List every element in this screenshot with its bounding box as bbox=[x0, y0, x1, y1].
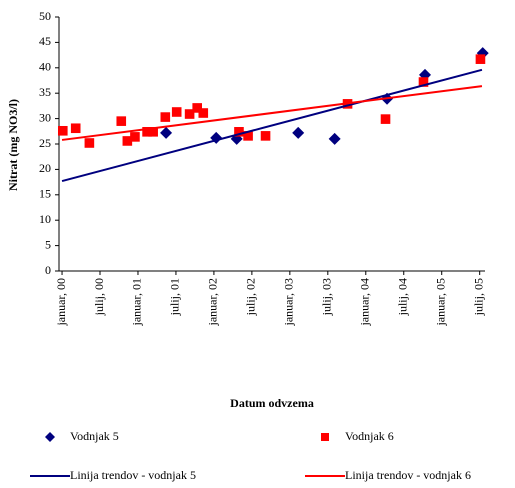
x-tick-label: januar, 00 bbox=[54, 278, 68, 327]
x-tick-label: januar, 04 bbox=[358, 278, 372, 327]
square-marker bbox=[171, 107, 182, 117]
x-tick-label: julij, 04 bbox=[395, 278, 409, 316]
trend-line bbox=[61, 85, 483, 141]
square-marker bbox=[130, 132, 140, 142]
square-marker bbox=[184, 109, 195, 119]
y-tick-label: 15 bbox=[39, 187, 51, 201]
x-tick-label: julij, 01 bbox=[168, 278, 182, 316]
square-marker bbox=[475, 54, 486, 64]
diamond-marker bbox=[292, 126, 305, 139]
y-tick-label: 20 bbox=[39, 161, 51, 175]
x-tick-label: januar, 05 bbox=[433, 278, 447, 327]
square-marker bbox=[116, 116, 127, 126]
legend-label: Vodnjak 5 bbox=[70, 429, 119, 443]
y-tick-label: 30 bbox=[39, 110, 51, 124]
square-marker bbox=[243, 131, 253, 141]
diamond-marker bbox=[160, 126, 173, 139]
square-marker bbox=[57, 125, 68, 136]
y-axis-title: Nitrat (mg NO3/l) bbox=[6, 99, 20, 191]
legend-label: Vodnjak 6 bbox=[345, 429, 394, 443]
legend-label: Linija trendov - vodnjak 6 bbox=[345, 468, 471, 482]
y-tick-label: 10 bbox=[39, 212, 51, 226]
diamond-marker bbox=[328, 132, 341, 145]
square-marker bbox=[84, 138, 95, 148]
x-axis-title: Datum odvzema bbox=[230, 396, 314, 410]
square-marker bbox=[234, 127, 244, 137]
diamond-marker bbox=[45, 432, 55, 442]
square-marker bbox=[70, 123, 81, 134]
y-tick-label: 35 bbox=[39, 85, 51, 99]
x-tick-label: januar, 03 bbox=[282, 278, 296, 327]
square-marker bbox=[260, 131, 271, 141]
y-tick-label: 40 bbox=[39, 60, 51, 74]
x-tick-label: julij, 00 bbox=[92, 278, 106, 316]
square-marker bbox=[122, 136, 133, 146]
square-marker bbox=[380, 114, 391, 124]
x-tick-label: julij, 03 bbox=[320, 278, 334, 316]
x-tick-label: julij, 05 bbox=[471, 278, 485, 316]
square-marker bbox=[321, 433, 329, 441]
y-tick-label: 5 bbox=[45, 237, 51, 251]
x-tick-label: januar, 02 bbox=[206, 278, 220, 327]
square-marker bbox=[148, 127, 158, 137]
y-tick-label: 25 bbox=[39, 136, 51, 150]
trend-line bbox=[61, 68, 483, 183]
square-marker bbox=[418, 77, 429, 87]
square-marker bbox=[192, 103, 203, 113]
x-tick-label: januar, 01 bbox=[130, 278, 144, 327]
legend-label: Linija trendov - vodnjak 5 bbox=[70, 468, 196, 482]
y-tick-label: 50 bbox=[39, 9, 51, 23]
y-tick-label: 0 bbox=[45, 263, 51, 277]
square-marker bbox=[142, 127, 152, 137]
y-tick-label: 45 bbox=[39, 34, 51, 48]
x-tick-label: julij, 02 bbox=[244, 278, 258, 316]
square-marker bbox=[160, 112, 171, 122]
square-marker bbox=[198, 108, 209, 118]
